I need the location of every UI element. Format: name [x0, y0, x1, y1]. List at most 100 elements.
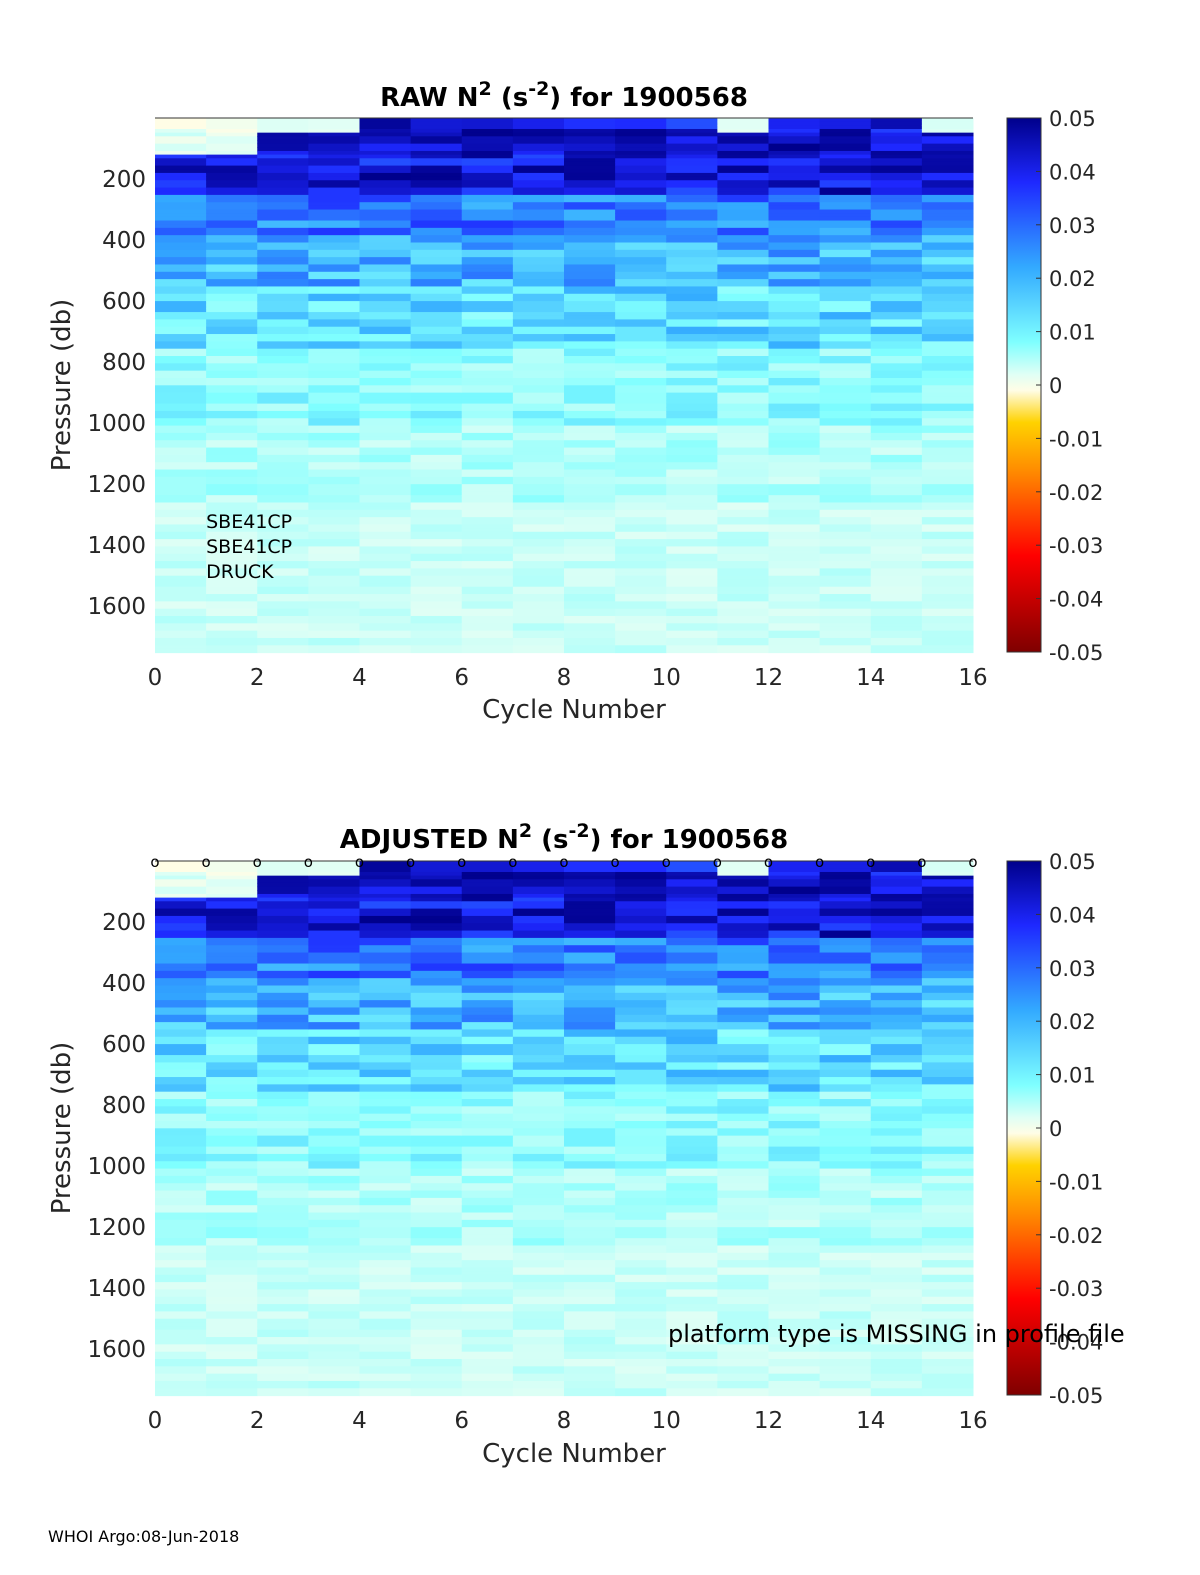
heatmap-cell: [359, 1271, 412, 1276]
heatmap-cell: [921, 1344, 974, 1349]
heatmap-cell: [512, 176, 565, 181]
heatmap-cell: [870, 246, 923, 251]
heatmap-cell: [155, 1351, 207, 1356]
heatmap-cell: [155, 1241, 207, 1246]
heatmap-cell: [308, 1172, 361, 1177]
heatmap-cell: [461, 290, 514, 295]
heatmap-cell: [921, 1260, 974, 1265]
heatmap-cell: [564, 648, 616, 654]
heatmap-cell: [564, 1369, 616, 1375]
heatmap-cell: [257, 154, 309, 159]
heatmap-cell: [206, 1102, 258, 1107]
heatmap-cell: [308, 238, 361, 243]
heatmap-cell: [206, 118, 258, 123]
heatmap-cell: [155, 1238, 207, 1243]
heatmap-cell: [410, 432, 463, 438]
heatmap-cell: [308, 154, 361, 159]
heatmap-cells: [155, 861, 974, 1397]
heatmap-cell: [615, 1227, 667, 1232]
heatmap-cell: [461, 901, 514, 906]
heatmap-cell: [308, 956, 361, 961]
heatmap-cell: [512, 948, 565, 954]
heatmap-cell: [206, 901, 258, 906]
heatmap-cell: [308, 524, 361, 529]
heatmap-cell: [308, 1113, 361, 1118]
heatmap-cell: [512, 1142, 565, 1148]
heatmap-cell: [410, 1355, 463, 1360]
heatmap-cell: [512, 1366, 565, 1371]
heatmap-cell: [768, 363, 821, 368]
heatmap-cell: [564, 586, 616, 591]
heatmap-cell: [257, 1274, 309, 1279]
heatmap-cell: [512, 235, 565, 240]
heatmap-cell: [819, 1333, 872, 1338]
heatmap-cell: [615, 312, 667, 317]
heatmap-cell: [819, 161, 872, 167]
heatmap-cell: [768, 893, 821, 899]
heatmap-cell: [257, 1106, 309, 1111]
heatmap-cell: [921, 1307, 974, 1312]
heatmap-cell: [717, 1051, 770, 1056]
heatmap-cell: [155, 1175, 207, 1181]
heatmap-cell: [768, 597, 821, 602]
heatmap-cell: [870, 1091, 923, 1096]
heatmap-cell: [410, 550, 463, 555]
heatmap-cell: [819, 1003, 872, 1008]
heatmap-cell: [257, 1377, 309, 1382]
heatmap-cell: [615, 1153, 667, 1159]
heatmap-cell: [308, 491, 361, 496]
heatmap-cell: [921, 176, 974, 181]
heatmap-cell: [410, 1230, 463, 1235]
heatmap-cell: [666, 1175, 718, 1181]
heatmap-cell: [870, 509, 923, 514]
heatmap-cell: [206, 509, 258, 514]
heatmap-cell: [257, 1157, 309, 1162]
heatmap-cell: [615, 370, 667, 375]
x-tick-label: 2: [250, 665, 265, 691]
heatmap-cell: [564, 1168, 616, 1173]
heatmap-cell: [615, 875, 667, 880]
heatmap-cell: [870, 893, 923, 899]
heatmap-cell: [359, 403, 412, 408]
heatmap-cell: [461, 626, 514, 632]
heatmap-cell: [257, 1164, 309, 1170]
heatmap-cell: [512, 594, 565, 599]
heatmap-cell: [615, 1077, 667, 1082]
heatmap-cell: [308, 363, 361, 368]
heatmap-cell: [206, 1315, 258, 1320]
heatmap-cell: [308, 1391, 361, 1397]
heatmap-cell: [666, 630, 718, 635]
heatmap-cell: [819, 235, 872, 240]
heatmap-cell: [666, 348, 718, 353]
heatmap-cell: [819, 440, 872, 445]
heatmap-cell: [257, 337, 309, 342]
heatmap-cell: [717, 605, 770, 610]
heatmap-cell: [666, 623, 718, 628]
heatmap-cell: [512, 1241, 565, 1246]
heatmap-cell: [206, 487, 258, 492]
heatmap-cell: [768, 480, 821, 485]
heatmap-cell: [155, 473, 207, 478]
heatmap-cell: [870, 1300, 923, 1305]
heatmap-cell: [410, 418, 463, 423]
heatmap-cell: [155, 864, 207, 869]
heatmap-cell: [512, 352, 565, 357]
heatmap-cell: [921, 1322, 974, 1327]
heatmap-cell: [819, 934, 872, 939]
heatmap-cell: [155, 425, 207, 430]
heatmap-cell: [308, 1358, 361, 1364]
heatmap-cell: [768, 381, 821, 386]
heatmap-cell: [308, 517, 361, 522]
heatmap-cell: [870, 429, 923, 434]
heatmap-cell: [921, 1150, 974, 1155]
heatmap-cell: [615, 1003, 667, 1008]
heatmap-cell: [155, 1289, 207, 1294]
heatmap-cell: [359, 334, 412, 339]
heatmap-cell: [206, 407, 258, 412]
heatmap-cell: [308, 264, 361, 269]
heatmap-cell: [615, 1212, 667, 1217]
heatmap-cell: [461, 410, 514, 416]
heatmap-cell: [666, 326, 718, 331]
heatmap-cell: [921, 641, 974, 646]
heatmap-cell: [615, 996, 667, 1001]
